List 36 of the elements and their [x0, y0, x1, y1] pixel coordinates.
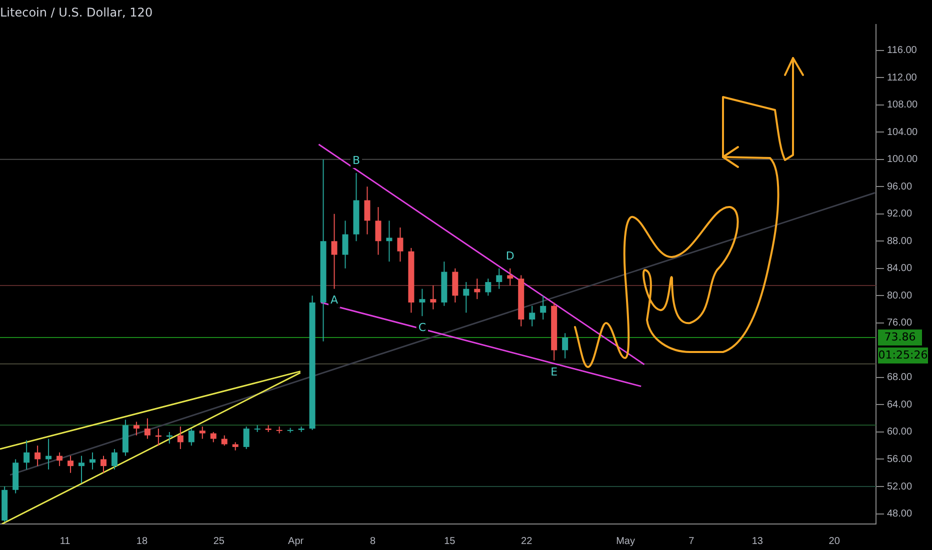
x-tick-label: 22 — [521, 536, 533, 547]
y-tick-label: 60.00 — [887, 426, 912, 438]
y-tick-label: 68.00 — [887, 372, 912, 384]
y-tick-label: 88.00 — [887, 236, 912, 247]
x-tick-label: 7 — [688, 536, 695, 547]
y-tick-label: 48.00 — [887, 508, 912, 520]
x-tick-label: 11 — [60, 536, 71, 547]
annotation: B — [352, 154, 360, 167]
y-tick-label: 80.00 — [887, 290, 912, 302]
x-tick-label: 18 — [136, 536, 148, 547]
chart-title: Litecoin / U.S. Dollar, 120 — [0, 5, 153, 20]
ref-line-label: 73.86 — [884, 330, 916, 344]
y-tick-label: 96.00 — [887, 181, 912, 192]
y-tick-label: 92.00 — [887, 208, 912, 220]
y-tick-label: 84.00 — [887, 263, 912, 274]
x-tick-label: 20 — [828, 536, 840, 547]
annotation: E — [550, 365, 558, 378]
y-tick-label: 116.00 — [887, 45, 918, 56]
x-tick-label: 25 — [213, 536, 225, 547]
annotation: D — [506, 249, 514, 262]
y-tick-label: 100.00 — [887, 154, 918, 166]
text: 01:25:26 — [878, 348, 928, 362]
x-tick-label: May — [616, 536, 635, 547]
y-tick-label: 56.00 — [887, 454, 912, 465]
y-tick-label: 52.00 — [887, 481, 912, 492]
y-tick-label: 64.00 — [887, 399, 912, 410]
x-tick-label: 13 — [752, 536, 764, 547]
y-tick-label: 76.00 — [887, 318, 912, 329]
x-tick-label: 8 — [370, 536, 376, 547]
x-tick-label: 15 — [444, 536, 456, 547]
y-tick-label: 108.00 — [887, 100, 918, 111]
x-tick-label: Apr — [288, 536, 304, 547]
annotation: A — [330, 294, 339, 307]
y-tick-label: 104.00 — [887, 126, 918, 138]
annotation: C — [418, 320, 426, 334]
y-tick-label: 112.00 — [887, 72, 918, 84]
